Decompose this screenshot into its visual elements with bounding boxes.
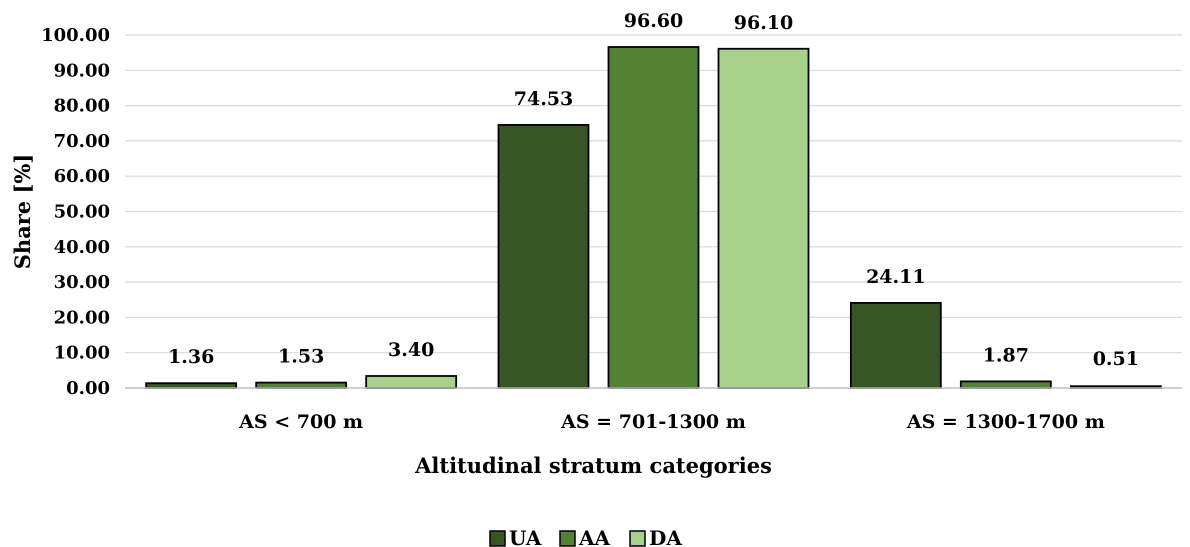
legend-swatch-ua	[489, 530, 506, 547]
legend-swatch-da	[629, 530, 646, 547]
data-label: 3.40	[388, 339, 434, 361]
y-tick-label: 40.00	[54, 237, 110, 258]
bar-ua-3	[849, 301, 942, 389]
data-label: 74.53	[514, 88, 574, 110]
y-tick-label: 20.00	[54, 307, 110, 328]
y-axis-title: Share [%]	[10, 154, 35, 270]
data-label: 1.36	[168, 346, 214, 368]
y-tick-label: 10.00	[54, 343, 110, 364]
x-tick-label: AS = 701-1300 m	[560, 411, 746, 433]
y-tick-label: 60.00	[54, 166, 110, 187]
bar-ua-2	[497, 124, 590, 389]
legend-label: AA	[578, 526, 611, 547]
legend: UA AA DA	[489, 526, 682, 547]
legend-swatch-aa	[559, 530, 576, 547]
x-tick-label: AS < 700 m	[238, 411, 363, 433]
x-tick-label: AS = 1300-1700 m	[906, 411, 1105, 433]
x-axis-categories: AS < 700 m AS = 701-1300 m AS = 1300-1700 …	[238, 411, 1105, 433]
bar-aa-2	[607, 46, 700, 389]
legend-label: UA	[509, 526, 542, 547]
data-label: 1.53	[278, 346, 324, 368]
data-labels: 1.36 1.53 3.40 74.53 96.60 96.10 24.11 1.87 0.51	[168, 10, 1139, 370]
bar-aa-3	[959, 380, 1052, 389]
data-label: 24.11	[866, 266, 926, 288]
data-label: 96.10	[734, 12, 794, 34]
y-tick-label: 30.00	[54, 272, 110, 293]
x-axis-title: Altitudinal stratum categories	[414, 453, 772, 478]
y-tick-label: 100.00	[41, 25, 110, 46]
data-label: 96.60	[624, 10, 684, 32]
y-tick-label: 80.00	[54, 96, 110, 117]
bar-da-1	[365, 375, 458, 389]
y-tick-label: 70.00	[54, 131, 110, 152]
legend-label: DA	[649, 526, 682, 547]
bar-da-2	[717, 47, 810, 389]
y-axis-ticks: 0.00 10.00 20.00 30.00 40.00 50.00 60.00 70.00 8…	[41, 25, 110, 399]
data-label: 1.87	[983, 344, 1029, 366]
y-tick-label: 0.00	[66, 378, 110, 399]
bars	[145, 46, 1162, 389]
data-label: 0.51	[1093, 348, 1139, 370]
y-tick-label: 50.00	[54, 202, 110, 223]
y-tick-label: 90.00	[54, 60, 110, 81]
bar-aa-1	[255, 381, 348, 389]
